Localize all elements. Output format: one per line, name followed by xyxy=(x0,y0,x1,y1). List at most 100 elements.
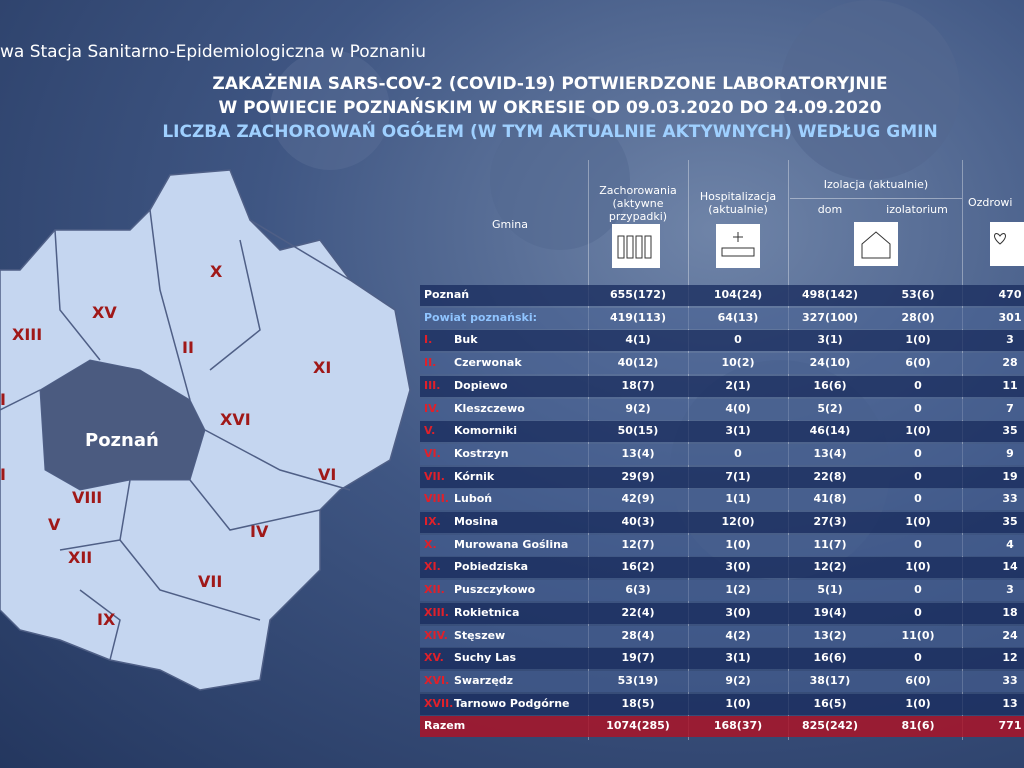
map-label: XVI xyxy=(220,410,251,429)
organization: wa Stacja Sanitarno-Epidemiologiczna w P… xyxy=(0,42,427,62)
cell: 301 xyxy=(998,310,1022,324)
row-number: IV. xyxy=(424,401,440,415)
table-row: Poznań 655(172) 104(24) 498(142) 53(6) 470 xyxy=(420,285,1024,306)
row-number: II. xyxy=(424,356,437,370)
map-label: IX xyxy=(97,610,116,629)
row-name: Suchy Las xyxy=(454,651,517,665)
row-name: Dopiewo xyxy=(454,378,508,392)
cell: 13(4) xyxy=(813,446,847,460)
cell: 0 xyxy=(914,492,922,506)
map-label: Poznań xyxy=(85,430,159,451)
table-row: XVI. Swarzędz 53(19) 9(2) 38(17) 6(0) 33 xyxy=(420,670,1024,692)
map-label: X xyxy=(210,262,223,281)
table-row: V. Komorniki 50(15) 3(1) 46(14) 1(0) 35 xyxy=(420,421,1024,443)
row-name: Poznań xyxy=(424,288,470,301)
map-label: XII xyxy=(68,548,93,567)
row-name: Kostrzyn xyxy=(454,446,509,460)
cell: 41(8) xyxy=(813,492,847,506)
cell: 3(1) xyxy=(725,651,751,665)
column-header: dom xyxy=(817,203,843,216)
column-header: Izolacja (aktualnie) xyxy=(823,178,929,191)
cell: 0 xyxy=(734,446,742,460)
row-number: VIII. xyxy=(424,492,449,506)
cell: 18 xyxy=(1002,605,1018,619)
cell: 419(113) xyxy=(610,310,666,324)
cell: 53(6) xyxy=(901,288,935,301)
cell: 9(2) xyxy=(725,673,751,687)
cell: 3 xyxy=(1006,583,1014,597)
title-line: ZAKAŻENIA SARS-COV-2 (COVID-19) POTWIERD… xyxy=(212,74,888,94)
table-row: VIII. Luboń 42(9) 1(1) 41(8) 0 33 xyxy=(420,489,1024,511)
row-number: XV. xyxy=(424,651,444,665)
cell: 24 xyxy=(1002,628,1018,642)
cell: 16(2) xyxy=(621,560,655,574)
row-name: Czerwonak xyxy=(454,356,522,370)
map-label: I xyxy=(0,390,6,409)
cell: 1(0) xyxy=(725,696,751,710)
cell: 81(6) xyxy=(901,719,935,733)
cell: 28(4) xyxy=(621,628,655,642)
cell: 104(24) xyxy=(713,288,763,301)
cell: 46(14) xyxy=(809,424,851,438)
row-number: XIII. xyxy=(424,605,449,619)
row-name: Kleszczewo xyxy=(454,401,525,415)
table-row: XV. Suchy Las 19(7) 3(1) 16(6) 0 12 xyxy=(420,648,1024,670)
cell: 9(2) xyxy=(625,401,651,415)
cell: 1(0) xyxy=(725,537,751,551)
row-name: Murowana Goślina xyxy=(454,537,569,551)
cell: 24(10) xyxy=(809,356,851,370)
cell: 28(0) xyxy=(901,310,935,324)
cell: 33 xyxy=(1002,673,1018,687)
cell: 28 xyxy=(1002,356,1018,370)
cell: 33 xyxy=(1002,492,1018,506)
cell: 0 xyxy=(914,446,922,460)
cell: 3(0) xyxy=(725,605,751,619)
cell: 4(1) xyxy=(625,333,651,347)
cell: 29(9) xyxy=(621,469,655,483)
cell: 3(0) xyxy=(725,560,751,574)
cell: 1(0) xyxy=(905,333,931,347)
row-number: I. xyxy=(424,333,433,347)
map-label: VIII xyxy=(72,488,103,507)
map-label: VI xyxy=(318,465,337,484)
cell: 53(19) xyxy=(617,673,659,687)
cell: 11(7) xyxy=(813,537,847,551)
cell: 655(172) xyxy=(610,288,666,301)
cell: 16(6) xyxy=(813,651,847,665)
row-number: V. xyxy=(424,424,436,438)
row-name: Mosina xyxy=(454,515,499,528)
cell: 13(4) xyxy=(621,446,655,460)
cell: 22(4) xyxy=(621,605,655,619)
row-number: XI. xyxy=(424,560,441,574)
cell: 3(1) xyxy=(817,333,843,347)
map-label: II xyxy=(182,338,194,357)
cell: 1(0) xyxy=(905,696,931,710)
row-name: Powiat poznański: xyxy=(424,310,538,324)
cell: 3(1) xyxy=(725,424,751,438)
cell: 825(242) xyxy=(802,719,858,733)
row-name: Swarzędz xyxy=(454,673,514,687)
cell: 42(9) xyxy=(621,492,655,506)
table-row: X. Murowana Goślina 12(7) 1(0) 11(7) 0 4 xyxy=(420,534,1024,556)
cell: 7(1) xyxy=(725,469,751,483)
cell: 13(2) xyxy=(813,628,847,642)
row-number: VII. xyxy=(424,469,445,483)
cell: 1(1) xyxy=(725,492,751,506)
table-row: III. Dopiewo 18(7) 2(1) 16(6) 0 11 xyxy=(420,375,1024,397)
cell: 19(7) xyxy=(621,651,655,665)
cell: 771 xyxy=(998,719,1022,733)
cell: 4(0) xyxy=(725,401,751,415)
table-row: VII. Kórnik 29(9) 7(1) 22(8) 0 19 xyxy=(420,466,1024,488)
column-header: Ozdrowi xyxy=(968,196,1013,209)
cell: 12(0) xyxy=(721,515,755,528)
cell: 12(2) xyxy=(813,560,847,574)
cell: 0 xyxy=(914,378,922,392)
row-name: Puszczykowo xyxy=(454,583,536,597)
table-row: IV. Kleszczewo 9(2) 4(0) 5(2) 0 7 xyxy=(420,398,1024,420)
cell: 0 xyxy=(914,401,922,415)
map-label: XI xyxy=(313,358,332,377)
table-row: Razem 1074(285) 168(37) 825(242) 81(6) 771 xyxy=(420,716,1024,738)
map-label: XV xyxy=(92,303,117,322)
cell: 18(5) xyxy=(621,696,655,710)
table-row: XIV. Stęszew 28(4) 4(2) 13(2) 11(0) 24 xyxy=(420,625,1024,647)
